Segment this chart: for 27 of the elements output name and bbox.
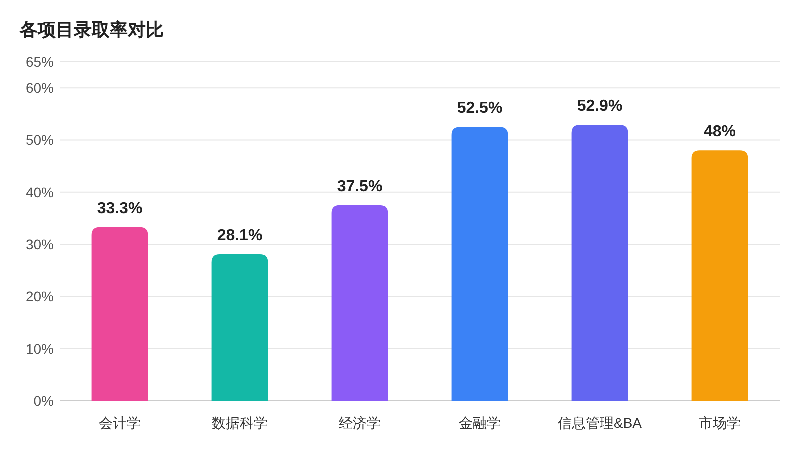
bar xyxy=(92,227,148,401)
x-tick-label: 金融学 xyxy=(459,415,501,431)
data-label: 28.1% xyxy=(217,227,263,244)
y-tick-label: 60% xyxy=(26,80,54,96)
x-tick-label: 数据科学 xyxy=(212,415,268,431)
bar xyxy=(692,150,748,401)
x-tick-label: 会计学 xyxy=(99,415,141,431)
bar xyxy=(452,127,508,401)
bar xyxy=(572,125,628,401)
data-label: 52.5% xyxy=(457,100,503,118)
y-tick-label: 20% xyxy=(26,288,54,305)
data-label: 37.5% xyxy=(337,178,383,196)
bar xyxy=(332,205,388,401)
x-tick-label: 信息管理&BA xyxy=(558,415,643,431)
y-tick-label: 10% xyxy=(26,340,54,357)
x-tick-label: 市场学 xyxy=(699,415,741,431)
data-label: 48% xyxy=(704,124,736,141)
y-tick-label: 40% xyxy=(26,184,54,200)
data-label: 33.3% xyxy=(97,200,143,218)
data-label: 52.9% xyxy=(577,98,623,116)
y-tick-label: 65% xyxy=(26,54,54,70)
bar xyxy=(212,254,268,401)
chart-title: 各项目录取率对比 xyxy=(19,20,164,40)
y-tick-label: 0% xyxy=(34,393,54,409)
x-tick-label: 经济学 xyxy=(339,415,381,431)
y-tick-label: 50% xyxy=(26,132,54,148)
y-tick-label: 30% xyxy=(26,236,54,253)
